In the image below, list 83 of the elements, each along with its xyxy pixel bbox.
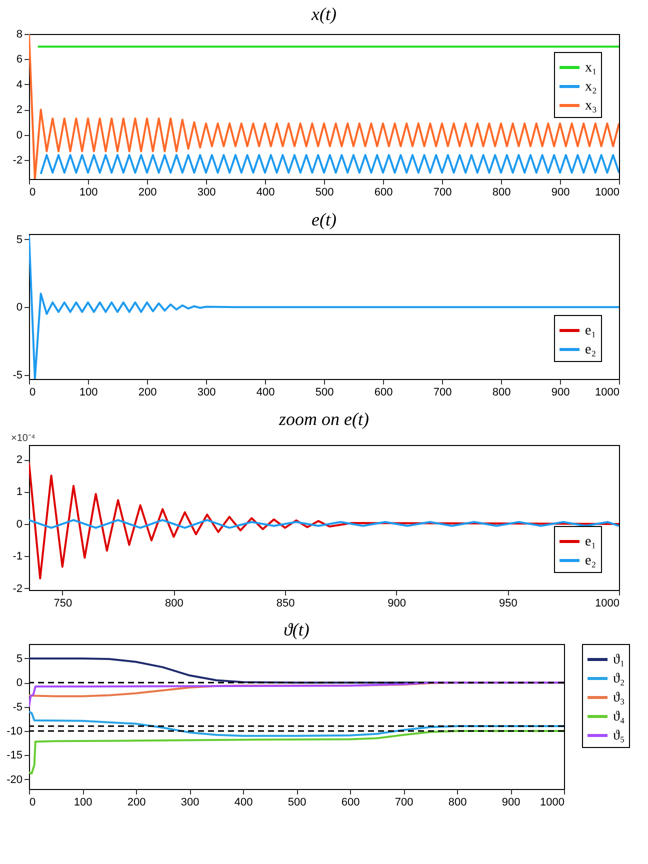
x-tick-label: 600 xyxy=(341,796,360,808)
x-tick-label: 1000 xyxy=(595,186,620,198)
x-tick-label: 500 xyxy=(315,386,334,398)
x-tick-label: 200 xyxy=(127,796,146,808)
y-tick-label: 0 xyxy=(16,677,22,690)
x-tick-label: 100 xyxy=(79,186,98,198)
x-tick-label: 0 xyxy=(30,796,36,808)
legend-label: e₁ xyxy=(585,534,596,550)
x-tick-label: 300 xyxy=(180,796,200,808)
x-tick-label: 600 xyxy=(374,186,393,198)
line-series xyxy=(29,730,564,775)
y-tick-label: 4 xyxy=(16,78,22,91)
legend-label: x₁ xyxy=(585,60,597,76)
y-tick-label: 0 xyxy=(16,129,22,142)
y-tick-label: -5 xyxy=(12,701,22,714)
x-tick-label: 900 xyxy=(388,598,406,610)
x-tick-label: 1000 xyxy=(595,598,620,610)
chart-title: x(t) xyxy=(310,4,336,24)
line-series xyxy=(29,519,619,529)
x-tick-label: 800 xyxy=(165,598,184,610)
line-series xyxy=(29,682,564,708)
y-tick-label: 6 xyxy=(16,54,22,66)
x-tick-label: 800 xyxy=(492,186,511,198)
y-tick-label: -5 xyxy=(12,369,22,382)
y-tick-label: -2 xyxy=(12,582,22,595)
legend-label: ϑ₂ xyxy=(613,672,625,686)
y-tick-label: 2 xyxy=(16,104,22,116)
x-tick-label: 800 xyxy=(492,386,511,398)
x-tick-label: 600 xyxy=(374,386,393,398)
legend-label: x₃ xyxy=(585,98,597,114)
x-tick-label: 0 xyxy=(30,186,36,198)
chart-title: e(t) xyxy=(312,209,336,230)
x-tick-label: 400 xyxy=(256,386,275,398)
legend-label: e₁ xyxy=(585,324,596,338)
line-series xyxy=(29,462,619,580)
y-tick-label: 0 xyxy=(16,518,22,530)
line-series xyxy=(29,710,564,737)
y-tick-label: 5 xyxy=(16,234,22,246)
legend-label: x₂ xyxy=(585,80,597,94)
x-tick-label: 1000 xyxy=(540,796,564,808)
y-tick-label: 1 xyxy=(16,486,22,498)
chart-title: zoom on e(t) xyxy=(278,409,369,429)
legend-label: e₂ xyxy=(585,342,596,358)
x-tick-label: 950 xyxy=(499,598,518,610)
legend-label: ϑ₃ xyxy=(613,690,625,706)
x-tick-label: 400 xyxy=(234,796,253,808)
x-tick-label: 100 xyxy=(74,796,92,808)
x-tick-label: 500 xyxy=(315,186,334,198)
x-tick-label: 500 xyxy=(288,796,306,808)
x-tick-label: 750 xyxy=(54,598,72,610)
x-tick-label: 900 xyxy=(551,386,570,398)
legend-label: ϑ₁ xyxy=(613,652,625,668)
x-tick-label: 200 xyxy=(138,186,157,198)
x-tick-label: 0 xyxy=(30,386,36,398)
y-tick-label: 0 xyxy=(16,302,22,314)
x-tick-label: 800 xyxy=(448,796,467,808)
text: ×10⁻⁴ xyxy=(11,433,36,444)
chart-title: ϑ(t) xyxy=(284,620,310,640)
y-tick-label: -20 xyxy=(6,774,22,786)
x-tick-label: 200 xyxy=(138,386,157,398)
legend-label: ϑ₄ xyxy=(613,710,625,724)
legend-label: ϑ₅ xyxy=(613,728,625,744)
legend-label: e₂ xyxy=(585,554,596,568)
y-tick-label: 5 xyxy=(16,653,22,665)
x-tick-label: 1000 xyxy=(595,386,620,398)
y-tick-label: -2 xyxy=(12,154,22,167)
y-tick-label: 8 xyxy=(16,28,22,40)
x-tick-label: 100 xyxy=(79,386,98,398)
x-tick-label: 700 xyxy=(433,186,452,198)
x-tick-label: 900 xyxy=(551,186,570,198)
y-tick-label: -10 xyxy=(6,726,22,738)
line-series xyxy=(29,234,619,379)
x-tick-label: 300 xyxy=(197,186,216,198)
line-series xyxy=(29,34,619,179)
x-tick-label: 900 xyxy=(502,796,520,808)
x-tick-label: 400 xyxy=(256,186,275,198)
y-tick-label: -1 xyxy=(12,550,22,563)
x-tick-label: 300 xyxy=(197,386,216,398)
y-tick-label: 2 xyxy=(16,454,22,466)
x-tick-label: 700 xyxy=(394,796,414,808)
x-tick-label: 850 xyxy=(276,598,295,610)
x-tick-label: 700 xyxy=(433,386,452,398)
y-tick-label: -15 xyxy=(6,750,22,762)
